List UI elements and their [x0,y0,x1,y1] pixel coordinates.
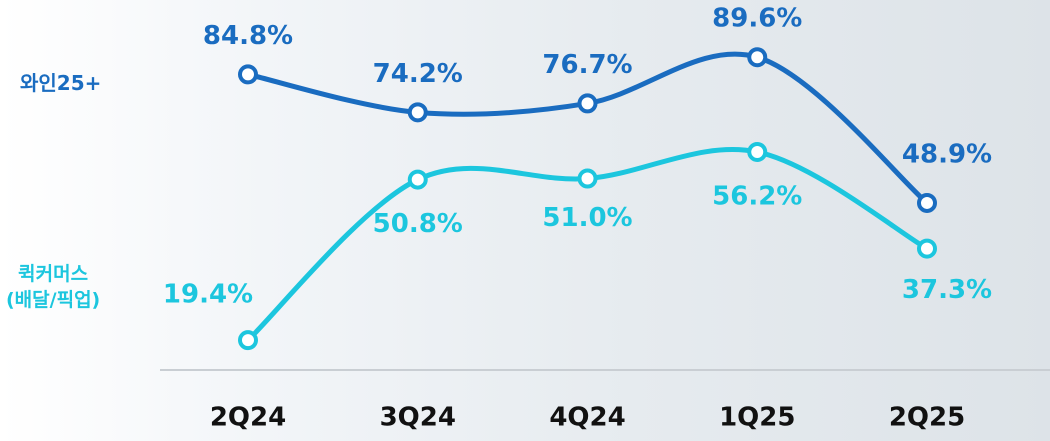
data-label: 89.6% [712,4,802,34]
x-tick-label: 1Q25 [719,403,795,433]
x-tick-label: 4Q24 [549,403,625,433]
data-label: 76.7% [542,50,632,80]
data-point [577,168,598,189]
data-label: 37.3% [902,275,992,305]
data-point [407,169,428,190]
data-point [747,47,768,68]
data-label: 84.8% [203,21,293,51]
data-label: 48.9% [902,139,992,169]
legend-entry: 퀵커머스 (배달/픽업) [6,263,101,311]
data-label: 19.4% [163,280,253,310]
x-tick-label: 2Q25 [889,403,965,433]
data-point [238,64,258,85]
data-label: 50.8% [373,209,463,239]
data-point [917,238,937,259]
data-point [917,192,937,213]
x-tick-label: 2Q24 [210,403,286,433]
data-point [747,141,768,162]
x-tick-label: 3Q24 [380,403,456,433]
data-point [577,93,598,114]
data-label: 56.2% [712,181,802,211]
data-label: 74.2% [373,59,463,89]
data-label: 51.0% [542,203,632,233]
legend-entry: 와인25+ [20,71,102,95]
data-point [407,102,428,123]
data-point [238,330,258,351]
